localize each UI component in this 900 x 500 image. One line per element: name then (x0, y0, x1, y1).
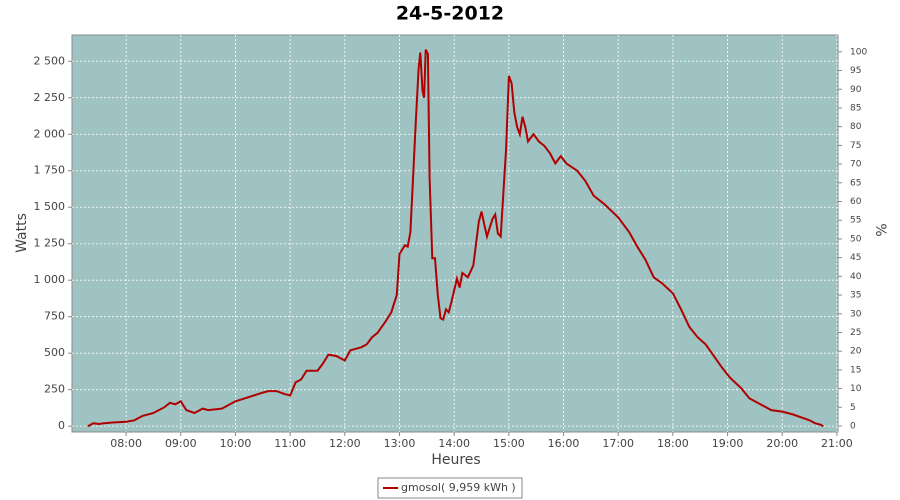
y2-tick-label: 50 (850, 234, 862, 244)
y2-tick-label: 10 (850, 384, 862, 394)
x-tick-label: 13:00 (384, 437, 416, 450)
x-tick-label: 14:00 (438, 437, 470, 450)
y2-tick-label: 60 (850, 197, 862, 207)
x-tick-label: 08:00 (110, 437, 142, 450)
x-tick-label: 17:00 (602, 437, 634, 450)
y2-tick-label: 85 (850, 103, 861, 113)
y2-tick-label: 40 (850, 272, 862, 282)
y-tick-label: 1 000 (34, 273, 66, 286)
y-tick-label: 500 (44, 346, 65, 359)
x-tick-label: 18:00 (657, 437, 689, 450)
x-tick-label: 15:00 (493, 437, 525, 450)
x-tick-label: 12:00 (329, 437, 361, 450)
y2-axis-label: % (872, 223, 888, 236)
x-tick-label: 16:00 (548, 437, 580, 450)
x-axis-label: Heures (431, 452, 480, 468)
y-tick-label: 2 500 (34, 54, 66, 67)
y-tick-label: 1 500 (34, 200, 66, 213)
plot-area (71, 34, 839, 433)
y2-tick-label: 55 (850, 216, 861, 226)
data-line (87, 49, 824, 428)
y-tick-label: 2 250 (34, 91, 66, 104)
y2-tick-label: 25 (850, 328, 861, 338)
y2-tick-label: 100 (850, 47, 867, 57)
legend-box (377, 477, 523, 499)
y2-tick-label: 0 (850, 422, 856, 432)
y2-tick-label: 35 (850, 291, 861, 301)
x-tick-label: 10:00 (220, 437, 252, 450)
y-tick-label: 250 (44, 383, 65, 396)
y2-tick-label: 30 (850, 309, 862, 319)
y2-tick-label: 20 (850, 347, 862, 357)
chart-title: 24-5-2012 (396, 3, 504, 25)
y-tick-label: 1 250 (34, 237, 66, 250)
x-tick-label: 11:00 (274, 437, 306, 450)
x-tick-label: 09:00 (165, 437, 197, 450)
y2-tick-label: 15 (850, 365, 861, 375)
legend-label: gmosol( 9,959 kWh ) (401, 481, 516, 494)
y2-tick-label: 65 (850, 178, 861, 188)
x-tick-label: 20:00 (766, 437, 798, 450)
y2-tick-label: 95 (850, 66, 861, 76)
y2-tick-label: 75 (850, 141, 861, 151)
y-axis-label: Watts (14, 213, 30, 253)
x-tick-label: 21:00 (821, 437, 853, 450)
y-tick-label: 750 (44, 310, 65, 323)
y2-tick-label: 80 (850, 122, 862, 132)
y2-tick-label: 70 (850, 160, 862, 170)
y-tick-label: 2 000 (34, 127, 66, 140)
y2-tick-label: 45 (850, 253, 861, 263)
y2-tick-label: 5 (850, 403, 856, 413)
y-tick-label: 1 750 (34, 164, 66, 177)
y2-tick-label: 90 (850, 85, 862, 95)
y-tick-label: 0 (58, 419, 65, 432)
x-tick-label: 19:00 (712, 437, 744, 450)
legend: gmosol( 9,959 kWh ) (377, 477, 523, 499)
